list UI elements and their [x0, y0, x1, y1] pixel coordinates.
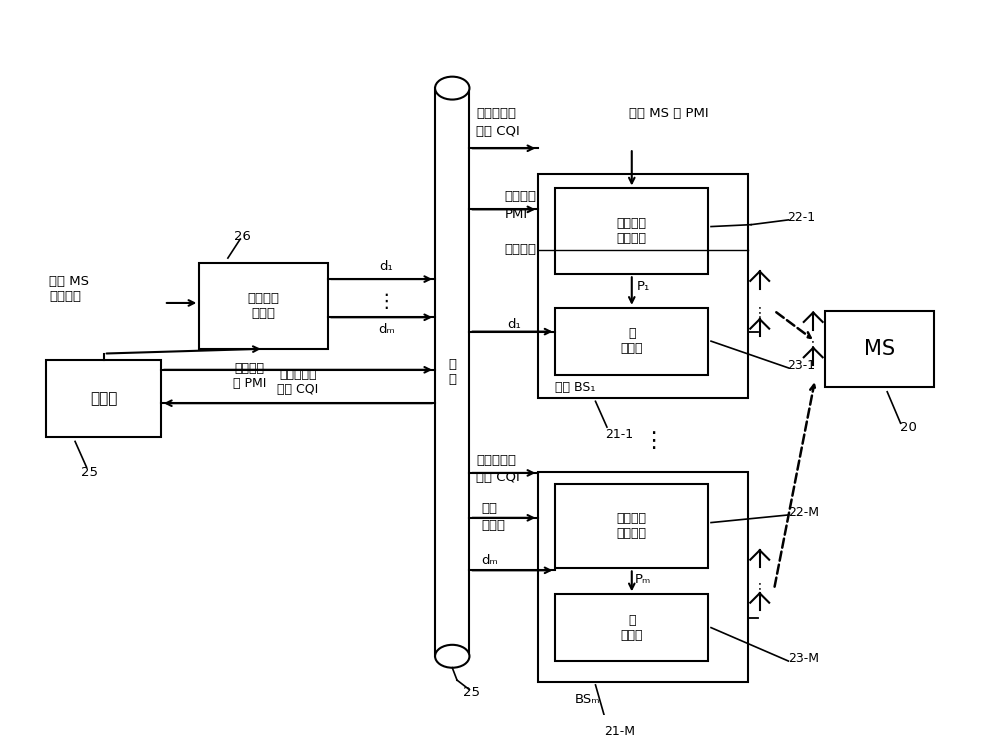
Text: 23-1: 23-1	[787, 358, 815, 372]
Text: Pₘ: Pₘ	[635, 574, 651, 586]
Text: 预
编码器: 预 编码器	[621, 327, 643, 355]
Text: 预编码矩
阵产生器: 预编码矩 阵产生器	[617, 217, 647, 246]
Text: 25: 25	[463, 686, 480, 699]
Text: ⋮: ⋮	[753, 582, 767, 596]
Text: 调度: 调度	[481, 502, 497, 515]
Text: PMI: PMI	[505, 208, 528, 220]
Text: 骨
干: 骨 干	[448, 358, 456, 386]
Text: 预
编码器: 预 编码器	[621, 614, 643, 642]
Text: 用户数据
分配器: 用户数据 分配器	[248, 292, 280, 320]
Text: 调度决定: 调度决定	[505, 243, 537, 256]
Text: dₘ: dₘ	[378, 324, 395, 336]
Bar	[199, 263, 328, 349]
Text: ⋮: ⋮	[753, 306, 767, 320]
Bar	[555, 594, 708, 661]
Text: 调度决定: 调度决定	[505, 189, 537, 203]
Text: P₁: P₁	[637, 280, 650, 293]
Text: 25: 25	[81, 467, 98, 479]
Text: d₁: d₁	[508, 318, 521, 332]
Text: ⋮: ⋮	[377, 292, 396, 311]
Text: 调度决定
和 PMI: 调度决定 和 PMI	[233, 361, 266, 390]
Text: 产生器: 产生器	[481, 519, 505, 532]
Ellipse shape	[435, 76, 469, 99]
Text: 20: 20	[900, 421, 917, 433]
Bar	[435, 88, 469, 656]
Bar	[555, 485, 708, 568]
Text: 服务 BS₁: 服务 BS₁	[555, 381, 596, 395]
Text: 22-M: 22-M	[788, 505, 819, 519]
Bar	[46, 361, 161, 436]
Text: BSₘ: BSₘ	[574, 693, 600, 706]
Text: ⋮: ⋮	[806, 341, 820, 355]
Ellipse shape	[435, 645, 469, 668]
Text: 例如 CQI: 例如 CQI	[476, 125, 520, 137]
Text: 21-1: 21-1	[605, 428, 633, 441]
Bar	[555, 308, 708, 375]
Bar	[555, 188, 708, 275]
Text: 23-M: 23-M	[788, 651, 819, 665]
Text: 例如 CQI: 例如 CQI	[476, 471, 520, 485]
Bar	[538, 472, 748, 682]
Text: 调度器: 调度器	[90, 391, 117, 406]
Text: 21-M: 21-M	[604, 725, 635, 738]
Text: 来自 MS 的 PMI: 来自 MS 的 PMI	[629, 108, 709, 120]
Text: dₘ: dₘ	[481, 554, 498, 568]
Bar	[538, 174, 748, 398]
Text: MS: MS	[864, 339, 895, 359]
Text: ⋮: ⋮	[642, 431, 664, 451]
Text: 22-1: 22-1	[787, 211, 815, 223]
Text: 用于 MS
的数据流: 用于 MS 的数据流	[49, 275, 89, 303]
Text: 信道知识，: 信道知识，	[476, 108, 516, 120]
Text: 信道知识，
例如 CQI: 信道知识， 例如 CQI	[277, 368, 319, 396]
Text: 预编码矩
阵产生器: 预编码矩 阵产生器	[617, 513, 647, 540]
Text: 信道知识，: 信道知识，	[476, 454, 516, 467]
Text: 26: 26	[234, 229, 251, 243]
Text: d₁: d₁	[379, 260, 393, 273]
Bar	[825, 311, 934, 387]
